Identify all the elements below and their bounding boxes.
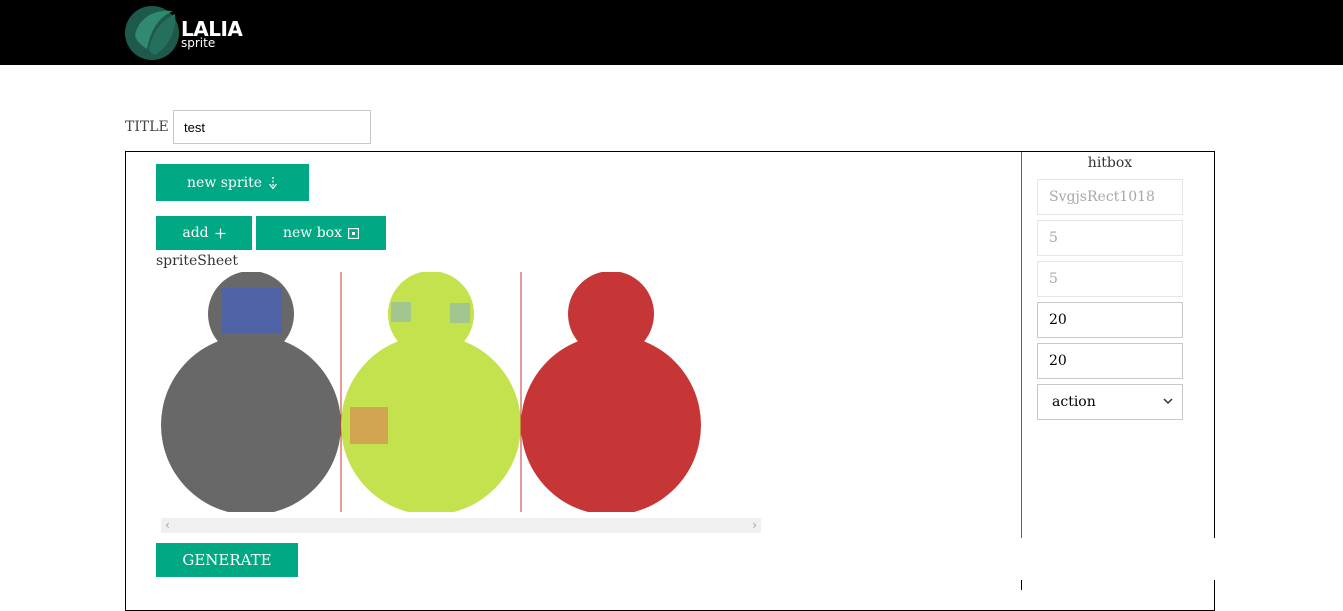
sprite-sheet-canvas[interactable] <box>161 272 761 512</box>
frame-3-head <box>568 272 654 357</box>
title-label: TITLE <box>125 119 169 135</box>
title-input[interactable] <box>173 110 371 144</box>
hitbox-type-select[interactable]: action <box>1037 384 1183 420</box>
logo-subtitle: sprite <box>181 36 216 50</box>
frame-1-body <box>161 335 341 512</box>
hitbox-rect[interactable] <box>222 288 282 333</box>
top-bar: LALIA sprite <box>0 0 1343 65</box>
hitbox-panel-title: hitbox <box>1087 155 1133 171</box>
sprite-frame-2[interactable] <box>341 272 521 512</box>
hitbox-x-field <box>1037 220 1183 256</box>
leaf-logo-icon <box>125 6 179 60</box>
hitbox-id-field <box>1037 179 1183 215</box>
panel-border-lower <box>1214 580 1215 590</box>
sprite-sheet-scrollbar[interactable]: ‹ › <box>161 518 761 533</box>
box-icon <box>348 227 359 239</box>
hitbox-type-value: action <box>1052 394 1096 410</box>
sprite-sheet-label: spriteSheet <box>156 253 239 269</box>
logo-title: LALIA <box>181 17 243 41</box>
scroll-right-icon[interactable]: › <box>752 518 757 532</box>
frame-2-head <box>388 272 474 357</box>
add-button[interactable]: add <box>156 216 252 250</box>
chevron-down-icon <box>1163 398 1173 405</box>
hitbox-rect[interactable] <box>391 302 411 322</box>
new-sprite-button[interactable]: new sprite <box>156 164 309 201</box>
sprite-frame-1[interactable] <box>161 272 341 512</box>
scroll-left-icon[interactable]: ‹ <box>165 518 170 532</box>
add-label: add <box>182 225 209 241</box>
logo: LALIA sprite <box>125 5 243 61</box>
sprite-frame-3[interactable] <box>521 272 701 512</box>
hitbox-height-field[interactable] <box>1037 343 1183 379</box>
generate-button[interactable]: GENERATE <box>156 543 298 577</box>
frame-3-body <box>521 335 701 512</box>
download-arrow-icon <box>269 176 277 189</box>
panel-divider <box>1021 152 1022 538</box>
plus-icon <box>215 228 226 238</box>
hitbox-rect[interactable] <box>350 407 388 444</box>
frame-2-body <box>341 335 521 512</box>
panel-gap <box>1022 538 1215 580</box>
hitbox-width-field[interactable] <box>1037 302 1183 338</box>
hitbox-rect[interactable] <box>450 303 470 323</box>
hitbox-y-field <box>1037 261 1183 297</box>
new-box-button[interactable]: new box <box>256 216 386 250</box>
new-box-label: new box <box>282 225 343 241</box>
panel-divider-lower <box>1021 580 1022 590</box>
new-sprite-label: new sprite <box>187 174 262 191</box>
